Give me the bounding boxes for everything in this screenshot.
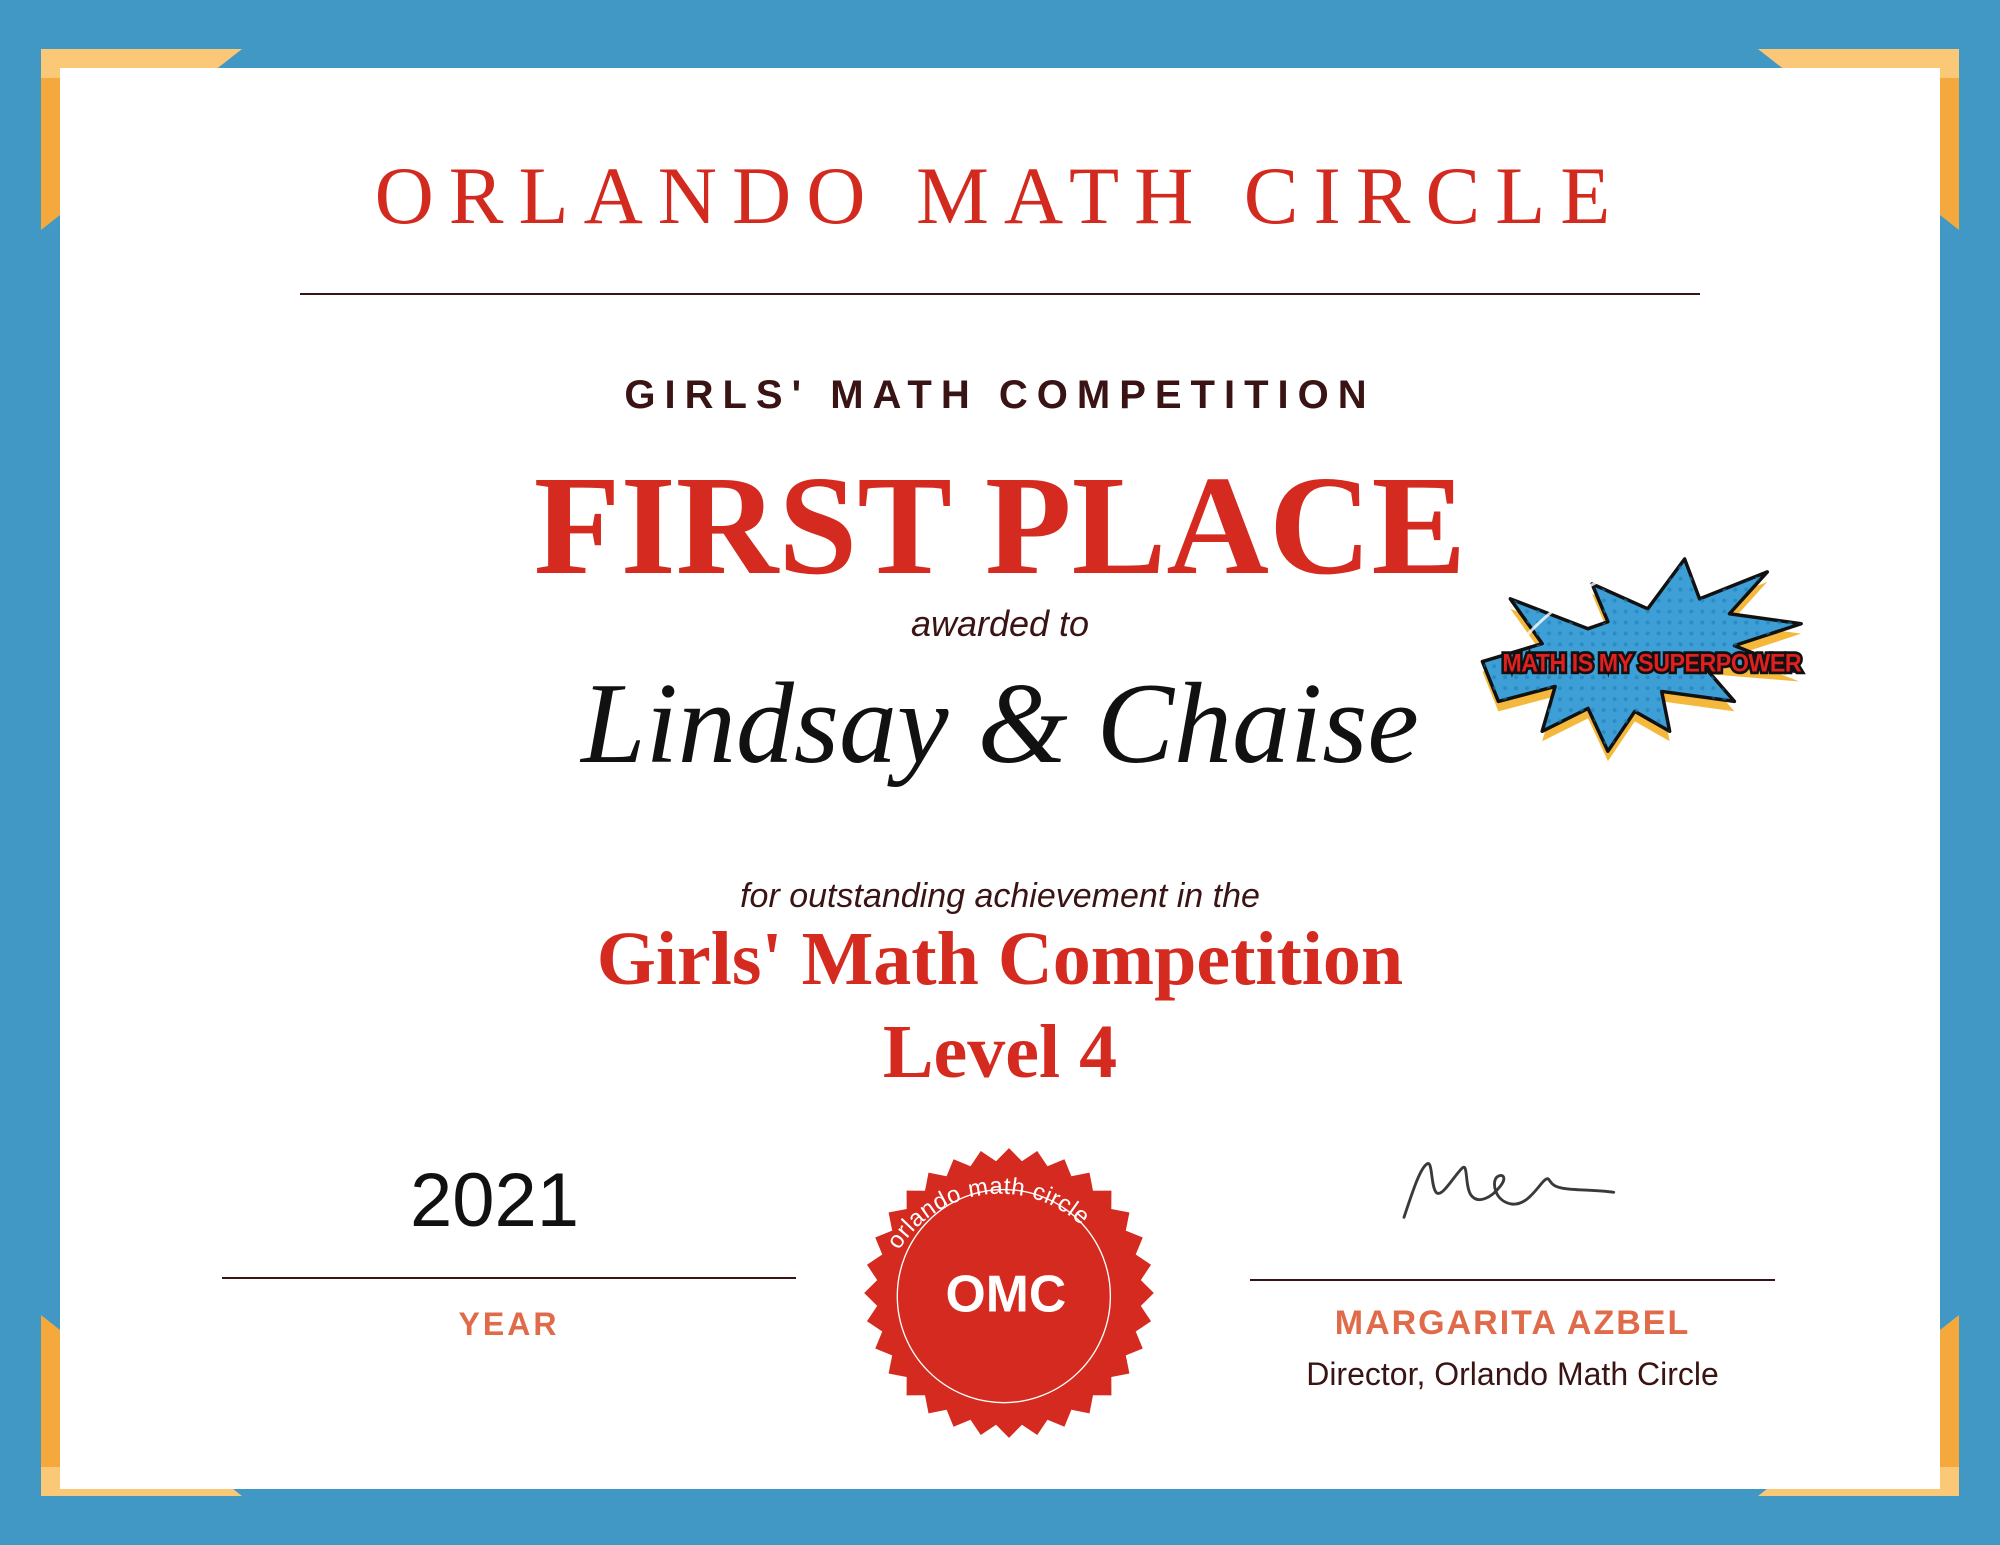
svg-text:OMC: OMC [946,1265,1067,1323]
svg-text:MATH IS MY SUPERPOWER: MATH IS MY SUPERPOWER [1502,650,1801,678]
